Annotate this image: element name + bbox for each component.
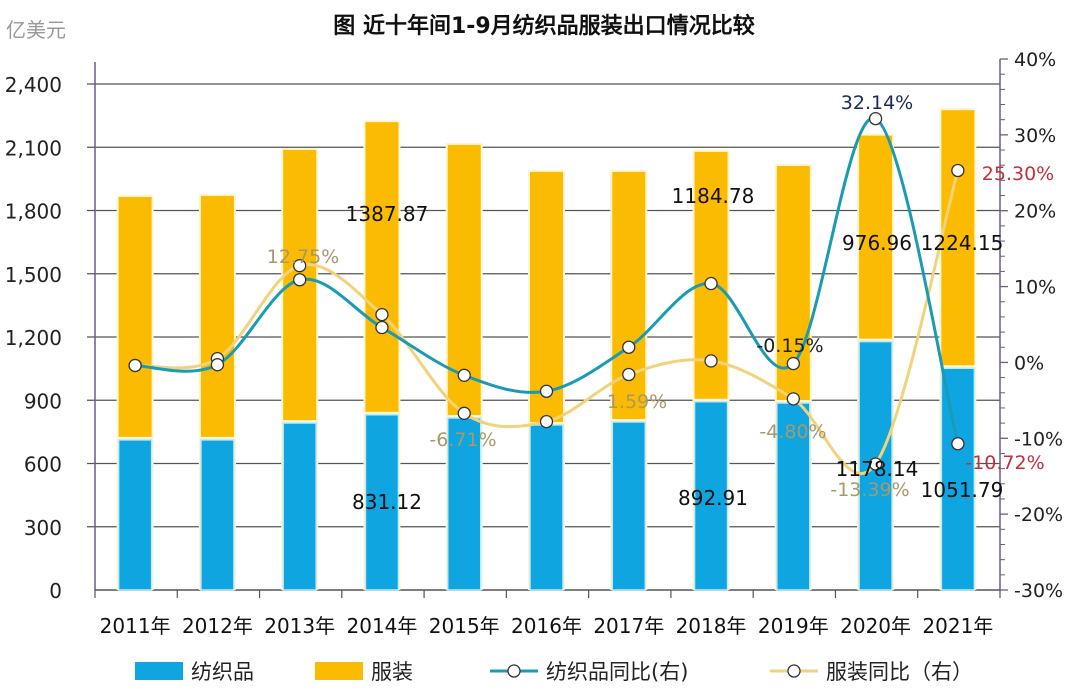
x-tick-label: 2017年 xyxy=(593,614,664,638)
y-tick-label: 900 xyxy=(24,389,62,413)
legend-label: 服装同比（右） xyxy=(826,660,973,684)
point-apparel-yoy xyxy=(868,457,883,471)
textile-value-label: 1051.79 xyxy=(921,478,1004,502)
point-apparel-yoy xyxy=(951,163,965,178)
y2-tick-label: 20% xyxy=(1014,201,1056,223)
textile-value-label: 1178.14 xyxy=(836,457,919,481)
x-tick-label: 2012年 xyxy=(182,614,253,638)
x-tick-label: 2015年 xyxy=(429,614,500,638)
bar-apparel xyxy=(118,197,152,437)
textile-yoy-label: -10.72% xyxy=(965,452,1044,474)
apparel-value-label: 1387.87 xyxy=(346,202,429,226)
bar-textile xyxy=(611,421,647,591)
point-textile-yoy xyxy=(128,358,142,373)
textile-yoy-label: -0.15% xyxy=(756,335,823,357)
point-textile-yoy xyxy=(293,273,307,287)
x-tick-label: 2020年 xyxy=(840,614,911,638)
y-tick-label: 1,500 xyxy=(5,263,62,287)
bar-textile xyxy=(200,439,235,591)
point-textile-yoy xyxy=(868,111,883,126)
apparel-yoy-label: -6.71% xyxy=(429,429,496,451)
apparel-yoy-label: 25.30% xyxy=(982,163,1054,185)
bar-textile xyxy=(282,422,317,591)
apparel-yoy-label: -13.39% xyxy=(830,479,909,501)
x-tick-label: 2019年 xyxy=(758,614,829,638)
point-textile-yoy xyxy=(951,437,965,451)
point-textile-yoy xyxy=(457,368,471,382)
textile-value-label: 892.91 xyxy=(678,486,748,510)
legend-label: 纺织品同比(右) xyxy=(546,660,688,684)
y-tick-label: 2,100 xyxy=(5,136,62,160)
y-tick-label: 600 xyxy=(24,453,62,477)
legend-swatch-1 xyxy=(315,662,363,680)
legend-marker-2 xyxy=(507,664,521,678)
legend-swatch-0 xyxy=(135,662,183,680)
point-textile-yoy xyxy=(210,358,225,372)
y2-tick-label: 40% xyxy=(1014,49,1056,71)
point-textile-yoy xyxy=(622,340,636,354)
point-apparel-yoy xyxy=(786,392,800,406)
apparel-yoy-label: 1.59% xyxy=(607,391,667,413)
point-textile-yoy xyxy=(704,276,718,291)
bar-apparel xyxy=(612,171,646,419)
legend-label: 服装 xyxy=(371,660,413,684)
bar-textile xyxy=(529,424,564,591)
legend-label: 纺织品 xyxy=(191,660,254,684)
chart-title: 图 近十年间1-9月纺织品服装出口情况比较 xyxy=(333,14,755,39)
x-tick-label: 2021年 xyxy=(922,614,993,638)
bar-apparel xyxy=(941,110,975,366)
bar-apparel xyxy=(365,122,399,412)
point-textile-yoy xyxy=(539,384,554,398)
x-tick-label: 2018年 xyxy=(676,614,747,638)
y2-tick-label: 10% xyxy=(1014,277,1056,299)
y2-tick-label: 30% xyxy=(1014,125,1056,147)
line-apparel-yoy xyxy=(135,170,960,475)
bar-textile xyxy=(693,400,729,591)
textile-yoy-label: 32.14% xyxy=(841,92,913,114)
point-apparel-yoy xyxy=(375,307,389,322)
y-tick-label: 2,400 xyxy=(5,73,62,97)
bar-textile xyxy=(446,417,482,591)
bar-textile xyxy=(117,439,153,591)
point-apparel-yoy xyxy=(457,406,471,420)
y2-tick-label: -10% xyxy=(1014,428,1063,450)
point-apparel-yoy xyxy=(704,354,718,368)
x-tick-label: 2016年 xyxy=(511,614,582,638)
x-tick-label: 2013年 xyxy=(264,614,335,638)
y-axis-unit-label: 亿美元 xyxy=(6,18,66,42)
apparel-yoy-label: -4.80% xyxy=(759,421,826,443)
y-tick-label: 1,800 xyxy=(5,200,62,224)
apparel-value-label: 976.96 xyxy=(842,231,912,255)
bar-textile xyxy=(776,402,811,591)
point-apparel-yoy xyxy=(539,414,554,429)
apparel-yoy-label: 12.75% xyxy=(267,246,339,268)
legend-marker-3 xyxy=(787,664,801,678)
y-tick-label: 1,200 xyxy=(5,326,62,350)
point-apparel-yoy xyxy=(622,367,636,382)
x-tick-label: 2014年 xyxy=(347,614,418,638)
y-tick-label: 300 xyxy=(24,516,62,540)
y2-tick-label: -20% xyxy=(1014,504,1063,526)
apparel-value-label: 1184.78 xyxy=(672,184,755,208)
y-tick-label: 0 xyxy=(49,579,62,603)
x-tick-label: 2011年 xyxy=(100,614,171,638)
y2-tick-label: 0% xyxy=(1014,352,1044,374)
bar-apparel xyxy=(200,195,234,437)
point-textile-yoy xyxy=(375,320,389,335)
bar-textile xyxy=(940,367,976,591)
point-apparel-yoy xyxy=(293,259,307,273)
bar-apparel xyxy=(859,135,893,339)
bar-textile xyxy=(364,414,400,591)
textile-value-label: 831.12 xyxy=(352,490,422,514)
y2-tick-label: -30% xyxy=(1014,580,1063,602)
apparel-value-label: 1224.15 xyxy=(921,231,1004,255)
point-textile-yoy xyxy=(786,356,800,371)
bar-apparel xyxy=(530,171,563,422)
